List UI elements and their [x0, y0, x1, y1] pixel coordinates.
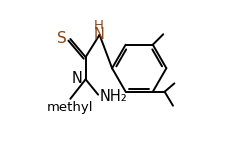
Text: N: N — [93, 27, 104, 42]
Text: H: H — [94, 19, 104, 32]
Text: methyl: methyl — [46, 101, 93, 114]
Text: N: N — [71, 71, 82, 86]
Text: S: S — [57, 31, 67, 46]
Text: NH₂: NH₂ — [99, 89, 127, 104]
